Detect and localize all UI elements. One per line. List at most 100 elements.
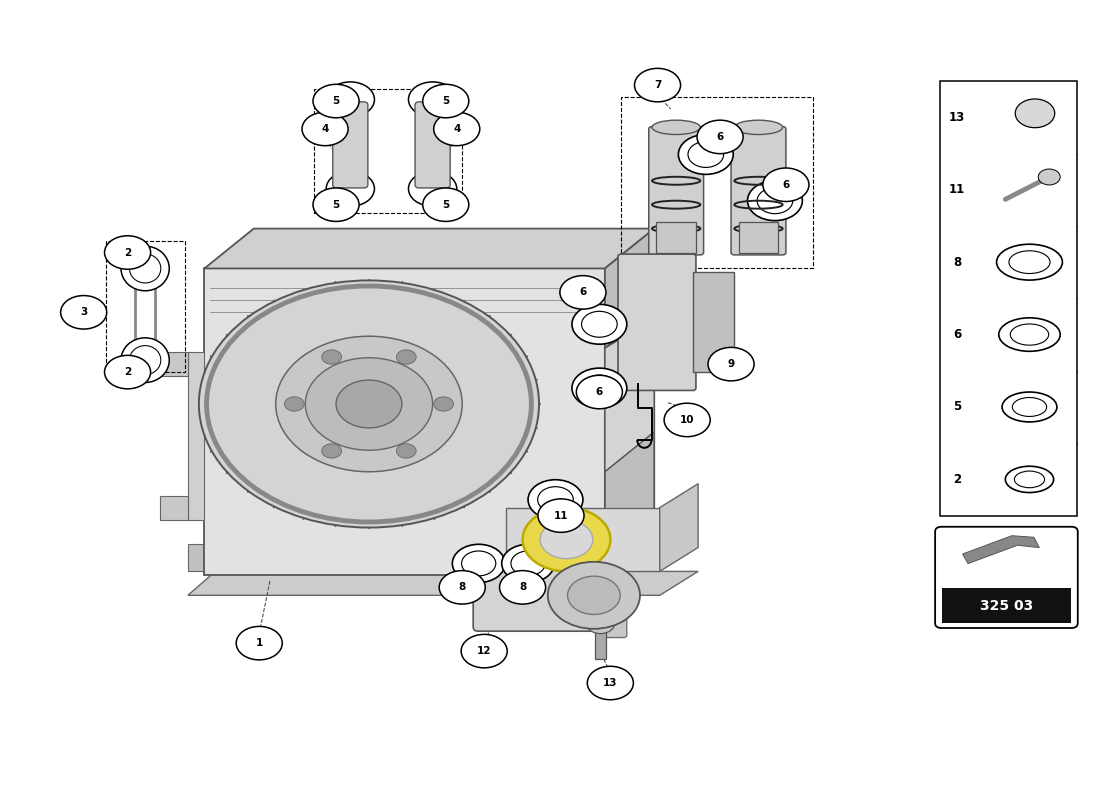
FancyBboxPatch shape [939, 81, 1077, 515]
Circle shape [697, 120, 744, 154]
Circle shape [396, 444, 416, 458]
Text: 6: 6 [716, 132, 724, 142]
Ellipse shape [679, 134, 734, 174]
Circle shape [576, 375, 623, 409]
FancyBboxPatch shape [739, 222, 778, 253]
Circle shape [548, 562, 640, 629]
Circle shape [568, 576, 620, 614]
FancyBboxPatch shape [415, 102, 450, 188]
Text: 11: 11 [949, 183, 965, 196]
Circle shape [664, 403, 711, 437]
Circle shape [314, 84, 359, 118]
FancyBboxPatch shape [595, 627, 606, 659]
Polygon shape [205, 269, 605, 575]
Text: 13: 13 [949, 111, 965, 124]
FancyBboxPatch shape [942, 588, 1071, 623]
Ellipse shape [121, 338, 169, 382]
Text: 11: 11 [553, 510, 569, 521]
FancyBboxPatch shape [473, 559, 600, 631]
Circle shape [236, 626, 283, 660]
Ellipse shape [452, 544, 505, 582]
Text: 4: 4 [453, 124, 461, 134]
Polygon shape [605, 229, 654, 575]
Polygon shape [188, 571, 698, 595]
Circle shape [408, 82, 456, 117]
FancyBboxPatch shape [935, 526, 1078, 628]
Polygon shape [605, 308, 654, 472]
Circle shape [306, 358, 432, 450]
Text: 10: 10 [680, 415, 694, 425]
Text: 8: 8 [519, 582, 526, 592]
Circle shape [461, 634, 507, 668]
Ellipse shape [582, 311, 617, 338]
Circle shape [285, 397, 305, 411]
FancyBboxPatch shape [693, 273, 735, 372]
Text: 6: 6 [596, 387, 603, 397]
Text: 5: 5 [332, 200, 340, 210]
Polygon shape [161, 352, 188, 376]
Text: 3: 3 [80, 307, 87, 318]
Circle shape [422, 188, 469, 222]
Ellipse shape [528, 480, 583, 519]
Circle shape [199, 281, 539, 527]
Ellipse shape [462, 551, 496, 576]
Circle shape [322, 350, 341, 364]
Polygon shape [605, 288, 682, 348]
Circle shape [586, 613, 615, 634]
Circle shape [408, 171, 456, 206]
Ellipse shape [1012, 398, 1046, 417]
Text: 2: 2 [953, 473, 961, 486]
Circle shape [60, 295, 107, 329]
Ellipse shape [572, 304, 627, 344]
Circle shape [439, 570, 485, 604]
Circle shape [499, 570, 546, 604]
FancyBboxPatch shape [657, 222, 696, 253]
Circle shape [538, 499, 584, 532]
Polygon shape [188, 352, 205, 519]
Ellipse shape [997, 244, 1063, 280]
Text: 12: 12 [477, 646, 492, 656]
Text: a passionate parts since 1985: a passionate parts since 1985 [236, 412, 535, 548]
Text: 2: 2 [124, 247, 131, 258]
Circle shape [433, 397, 453, 411]
FancyBboxPatch shape [732, 126, 785, 255]
Ellipse shape [1010, 324, 1048, 345]
Ellipse shape [502, 544, 554, 582]
Circle shape [336, 380, 402, 428]
Ellipse shape [1005, 466, 1054, 493]
Ellipse shape [1014, 471, 1045, 488]
Text: 4: 4 [321, 124, 329, 134]
Circle shape [422, 84, 469, 118]
Circle shape [276, 336, 462, 472]
Text: eurospares: eurospares [201, 235, 570, 469]
Circle shape [433, 112, 480, 146]
Text: 6: 6 [580, 287, 586, 298]
Text: 5: 5 [442, 96, 450, 106]
Ellipse shape [688, 142, 724, 167]
FancyBboxPatch shape [598, 615, 627, 638]
Text: 8: 8 [953, 256, 961, 269]
Text: 7: 7 [653, 80, 661, 90]
Ellipse shape [652, 120, 701, 134]
Text: 9: 9 [727, 359, 735, 369]
Circle shape [302, 112, 348, 146]
Ellipse shape [538, 486, 573, 513]
Text: 13: 13 [603, 678, 617, 688]
Ellipse shape [582, 375, 617, 401]
Circle shape [104, 355, 151, 389]
Ellipse shape [735, 120, 782, 134]
Ellipse shape [757, 188, 793, 214]
Text: 325 03: 325 03 [980, 599, 1033, 613]
Circle shape [540, 520, 593, 558]
Ellipse shape [1009, 250, 1050, 274]
Text: 6: 6 [782, 180, 790, 190]
Polygon shape [161, 496, 188, 519]
Ellipse shape [130, 346, 161, 374]
Circle shape [314, 188, 359, 222]
Ellipse shape [572, 368, 627, 408]
Ellipse shape [748, 181, 802, 221]
Text: 5: 5 [442, 200, 450, 210]
Circle shape [322, 444, 341, 458]
Circle shape [104, 236, 151, 270]
Circle shape [635, 68, 681, 102]
